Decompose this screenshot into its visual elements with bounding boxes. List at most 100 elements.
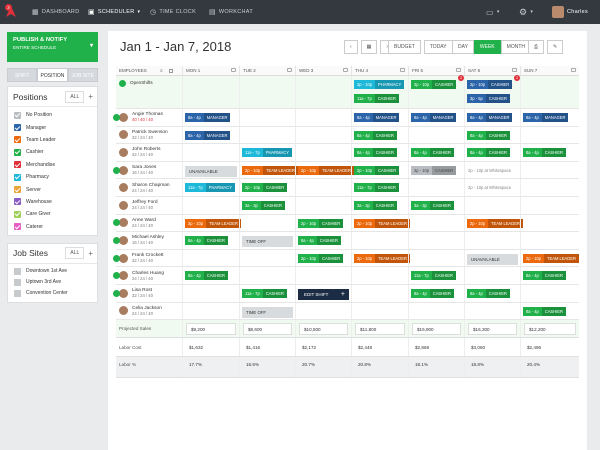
shift-cell[interactable] [351,284,408,302]
nav-time-clock[interactable]: ◷ TIME CLOCK [150,0,196,24]
budget-button[interactable]: BUDGET [388,40,421,54]
shift-block[interactable]: 11a - 7p CASHIER [354,183,399,193]
shift-cell[interactable] [182,302,239,320]
position-item[interactable]: Caterer [8,221,97,233]
shift-cell[interactable] [520,284,579,302]
shift-cell[interactable] [408,302,464,320]
shift-block[interactable]: 2p - 10p CASHIER [354,165,400,175]
nav-scheduler[interactable]: ▣ SCHEDULER ▾ [88,0,140,24]
shift-cell[interactable] [295,109,351,126]
comment-icon[interactable] [287,68,292,72]
shift-cell[interactable] [295,179,351,196]
shift-block[interactable]: 8a - 4p MANAGER [523,113,569,122]
prev-week-button[interactable]: ‹ [344,40,358,54]
position-checkbox[interactable] [14,136,21,144]
shift-block[interactable]: 11a - 7p CASHIER [242,288,287,298]
shift-cell[interactable] [239,109,295,126]
shift-block[interactable]: 11a - 7p PHARMACY [242,148,292,158]
shift-cell[interactable] [182,196,239,214]
shift-cell[interactable] [239,249,295,267]
shift-block[interactable]: 8a - 4p CASHIER [185,236,228,246]
shift-cell[interactable]: 8a - 4p CASHIER [408,144,464,161]
shift-block[interactable]: 2p - 10p TEAM LEADER [242,165,298,175]
shift-cell[interactable]: 3a - 3p CASHIER [351,196,408,214]
employee-cell[interactable]: Anne Ward 24 / 24 / 40 [113,215,182,232]
unavailable-block[interactable]: UNAVAILABLE [185,165,237,177]
projected-sales-input[interactable]: $12,200 [524,323,576,336]
shift-cell[interactable]: 8a - 4p CASHIER [520,144,579,161]
inbox-button[interactable]: ▭ ▾ [486,0,500,24]
day-header[interactable]: TUE 2 [239,66,295,75]
shift-cell[interactable]: 2p - 10p CASHIER [351,161,408,179]
shift-cell[interactable] [295,302,351,320]
day-header[interactable]: SAT 6 [464,66,520,75]
shift-block[interactable]: 8a - 4p MANAGER [411,113,457,122]
settings-button[interactable]: ⚙ ▾ [519,0,533,24]
shift-block[interactable]: 8a - 4p CASHIER [523,148,566,158]
shift-cell[interactable]: 8a - 4p CASHIER [520,267,579,284]
openshift-cell[interactable] [520,76,579,108]
shift-cell[interactable] [408,232,464,249]
shift-cell[interactable] [408,179,464,196]
job-site-item[interactable]: Downtown 1st Ave [8,266,97,277]
shift-cell[interactable]: 11a - 7p PHARMACY [239,144,295,161]
comment-icon[interactable] [512,68,517,72]
employee-cell[interactable]: Patrick Swenson 32 / 24 / 40 [116,127,182,144]
scrollbar[interactable] [581,91,585,391]
openshift-cell[interactable]: 2p - 10p PHARMACY 11a - 7p CASHIER [351,76,408,108]
view-shift-tab[interactable]: SHIFT [7,68,38,82]
shift-cell[interactable]: 2p - 10p CASHIER [295,249,351,267]
plus-icon[interactable]: + [340,290,345,298]
shift-block[interactable]: 11a - 7p CASHIER [411,271,456,281]
employee-cell[interactable]: Celia Jackson 24 / 24 / 40 [116,303,182,320]
job-site-item[interactable]: Convention Center [8,288,97,299]
select-all-checkbox[interactable] [169,69,173,73]
shift-cell[interactable]: 2p - 10p TEAM LEADER [239,161,298,179]
shift-cell[interactable] [520,232,579,249]
shift-cell[interactable] [182,144,239,161]
view-jobsite-tab[interactable]: JOB SITE [67,68,98,82]
day-header[interactable]: SUN 7 [520,66,579,75]
shift-cell[interactable] [351,232,408,249]
shift-cell[interactable]: EDIT SHIFT + [295,284,351,302]
shift-block[interactable]: 2p - 10p CASHIER [467,80,513,89]
print-button[interactable]: ⎙ [528,40,545,54]
shift-block[interactable]: 2p - 10p CASHIER [242,183,288,193]
position-checkbox[interactable] [14,186,21,194]
shift-cell[interactable] [351,302,408,320]
shift-cell[interactable] [464,196,520,214]
today-button[interactable]: TODAY [423,40,453,54]
employee-cell[interactable]: Charles Huang 24 / 24 / 40 [113,267,182,284]
job-site-checkbox[interactable] [14,267,21,275]
shift-cell[interactable] [182,249,239,267]
shift-cell[interactable]: 2p - 10p CASHIER [239,179,295,196]
comment-icon[interactable] [400,68,405,72]
day-header[interactable]: WED 3 [295,66,351,75]
add-job-site-icon[interactable]: + [88,248,93,258]
position-item[interactable]: No Position [8,109,97,121]
projected-sales-input[interactable]: $16,300 [468,323,517,336]
shift-block[interactable]: 8a - 4p CASHIER [354,148,397,158]
shift-cell[interactable] [295,267,351,284]
shift-cell[interactable] [295,144,351,161]
shift-block[interactable]: 3a - 3p CASHIER [242,200,285,210]
shift-cell[interactable]: 8a - 4p MANAGER [408,109,464,126]
shift-block[interactable]: 11a - 7p PHARMACY [185,183,235,193]
position-item[interactable]: Care Giver [8,208,97,220]
shift-cell[interactable] [239,126,295,144]
shift-cell[interactable]: 8a - 4p CASHIER [464,144,520,161]
shift-cell[interactable]: 8a - 4p MANAGER [520,109,579,126]
job-site-checkbox[interactable] [14,278,21,286]
openshift-cell[interactable] [182,76,239,108]
shift-cell[interactable]: 2p - 10p TEAM LEADER [351,249,410,267]
shift-cell[interactable]: 2p - 10p TEAM LEADER [351,214,410,232]
shift-cell[interactable]: 8a - 4p CASHIER [351,144,408,161]
shift-block[interactable]: 8a - 4p CASHIER [467,130,510,140]
shift-block[interactable]: 8a - 4p CASHIER [411,288,454,298]
shift-cell[interactable]: 2p - 10p at Whitespace [464,161,520,179]
shift-block[interactable]: 2p - 10p PHARMACY [354,80,405,89]
position-checkbox[interactable] [14,161,21,169]
shift-block[interactable]: 8a - 4p CASHIER [467,288,510,298]
projected-sales-input[interactable]: $8,600 [243,323,292,336]
day-view-button[interactable]: DAY [452,40,474,54]
